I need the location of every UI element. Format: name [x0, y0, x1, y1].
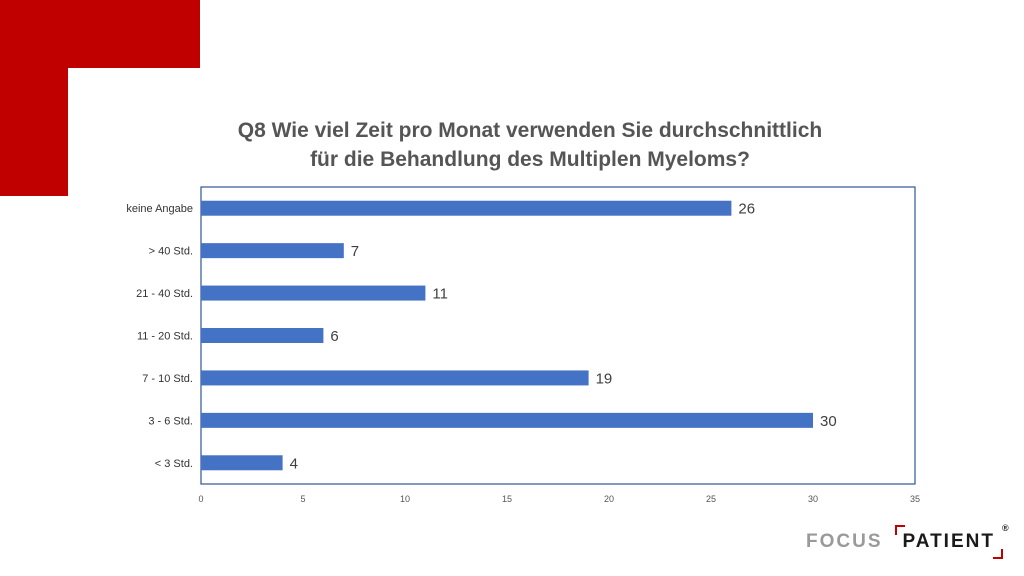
- bar-1: [201, 200, 732, 216]
- x-tick-label-5: 20: [604, 494, 614, 504]
- chart-title-line-2: für die Behandlung des Multiplen Myeloms…: [310, 148, 750, 171]
- category-label-1: keine Angabe: [126, 203, 193, 215]
- chart-title-line-1: Q8 Wie viel Zeit pro Monat verwenden Sie…: [237, 119, 823, 142]
- bar-value-label-3: 11: [432, 286, 448, 303]
- x-tick-label-1: 0: [198, 494, 203, 504]
- chart-title: Q8 Wie viel Zeit pro Monat verwenden Sie…: [180, 116, 880, 174]
- x-tick-label-7: 30: [808, 494, 818, 504]
- bar-value-label-2: 7: [351, 243, 359, 260]
- category-label-2: > 40 Std.: [149, 246, 193, 258]
- bar-5: [201, 370, 589, 386]
- registered-mark: ®: [1002, 523, 1009, 533]
- logo-word-patient-text: PATIENT: [902, 531, 995, 552]
- bar-value-label-6: 30: [820, 413, 837, 430]
- bar-value-label-7: 4: [290, 455, 298, 472]
- x-tick-label-8: 35: [910, 494, 920, 504]
- x-tick-label-4: 15: [502, 494, 512, 504]
- bar-value-label-5: 19: [596, 370, 613, 387]
- decorative-red-block-side: [0, 68, 68, 196]
- bar-value-label-4: 6: [330, 328, 338, 345]
- category-label-3: 21 - 40 Std.: [136, 288, 193, 300]
- bar-6: [201, 412, 813, 428]
- bar-4: [201, 328, 324, 343]
- bar-2: [201, 243, 344, 259]
- logo-word-patient: PATIENT: [894, 525, 1004, 559]
- category-label-7: < 3 Std.: [155, 458, 193, 470]
- bar-7: [201, 455, 283, 471]
- focus-patient-logo: FOCUS PATIENT ®: [806, 523, 1009, 559]
- category-label-6: 3 - 6 Std.: [148, 415, 193, 427]
- bar-3: [201, 285, 426, 301]
- category-label-4: 11 - 20 Std.: [137, 331, 193, 343]
- x-tick-label-3: 10: [400, 494, 410, 504]
- decorative-red-block-top: [0, 0, 200, 68]
- logo-word-focus: FOCUS: [806, 531, 883, 552]
- category-label-5: 7 - 10 Std.: [142, 373, 193, 385]
- x-tick-label-6: 25: [706, 494, 716, 504]
- bar-value-label-1: 26: [738, 201, 755, 218]
- x-tick-label-2: 5: [300, 494, 305, 504]
